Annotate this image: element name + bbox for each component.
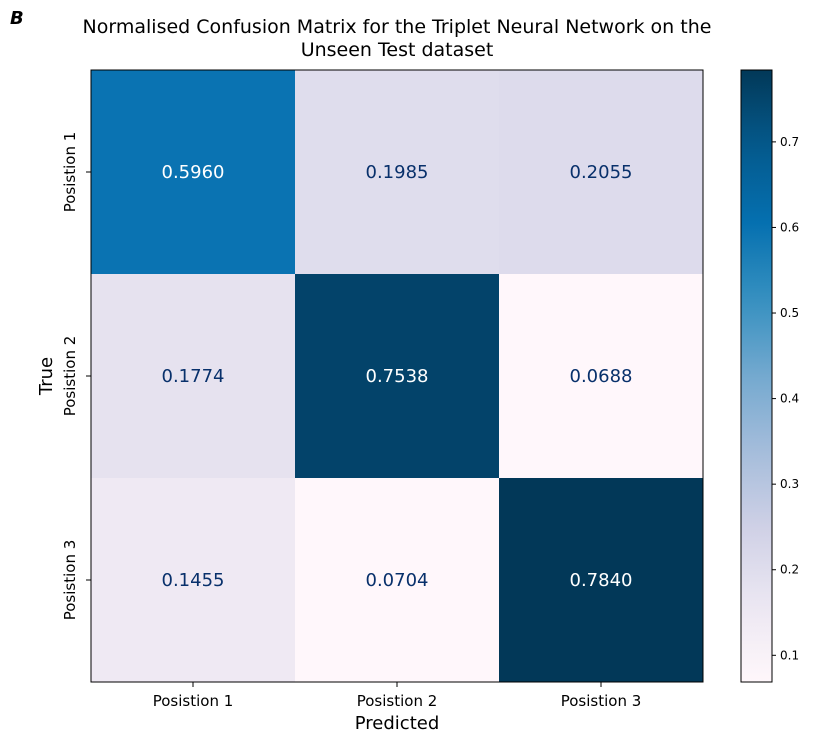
cell-value-label-r1-c2: 0.1985: [366, 162, 429, 183]
y-axis-label: True: [36, 357, 57, 396]
colorbar-tick-label-3: 0.3: [780, 477, 799, 491]
heatmap-cell-r2-c3: [499, 274, 704, 479]
x-tick-label-2: Posistion 2: [357, 692, 438, 710]
heatmap-cell-r1-c2: [295, 70, 500, 275]
colorbar-tick-label-7: 0.7: [780, 135, 799, 149]
y-tick-label-2: Posistion 2: [61, 336, 79, 417]
chart-title-line-2: Unseen Test dataset: [301, 39, 494, 61]
x-tick-label-1: Posistion 1: [153, 692, 234, 710]
cell-value-label-r2-c2: 0.7538: [366, 366, 429, 387]
cell-value-label-r2-c3: 0.0688: [570, 366, 633, 387]
y-tick-label-3: Posistion 3: [61, 540, 79, 621]
cell-value-label-r1-c3: 0.2055: [570, 162, 633, 183]
heatmap-cell-r3-c2: [295, 478, 500, 683]
cell-value-label-r3-c2: 0.0704: [366, 570, 429, 591]
heatmap-cell-r2-c1: [91, 274, 296, 479]
cell-value-label-r2-c1: 0.1774: [162, 366, 225, 387]
x-tick-label-3: Posistion 3: [561, 692, 642, 710]
x-axis-label: Predicted: [355, 713, 440, 734]
colorbar-tick-label-4: 0.4: [780, 392, 799, 406]
x-axis-ticks: Posistion 1 Posistion 2 Posistion 3: [153, 682, 642, 710]
heatmap-cells: 0.5960 0.1985 0.2055 0.1774 0.7538 0.0688 0.14…: [91, 70, 704, 683]
cell-value-label-r3-c3: 0.7840: [570, 570, 633, 591]
cell-value-label-r3-c1: 0.1455: [162, 570, 225, 591]
colorbar-tick-label-5: 0.5: [780, 306, 799, 320]
colorbar-tick-label-1: 0.1: [780, 648, 799, 662]
chart-title-line-1: Normalised Confusion Matrix for the Trip…: [83, 16, 712, 38]
heatmap-cell-r1-c3: [499, 70, 704, 275]
panel-letter: B: [10, 8, 24, 29]
heatmap-cell-r2-c2: [295, 274, 500, 479]
y-axis-ticks: Posistion 1 Posistion 2 Posistion 3: [61, 132, 91, 621]
colorbar-tick-label-2: 0.2: [780, 563, 799, 577]
colorbar-gradient: [740, 69, 773, 683]
cell-value-label-r1-c1: 0.5960: [162, 162, 225, 183]
colorbar: 0.1 0.2 0.3 0.4 0.5 0.6 0.7: [740, 69, 799, 683]
heatmap-cell-r3-c1: [91, 478, 296, 683]
heatmap-cell-r1-c1: [91, 70, 296, 275]
colorbar-tick-label-6: 0.6: [780, 220, 799, 234]
heatmap-cell-r3-c3: [499, 478, 704, 683]
y-tick-label-1: Posistion 1: [61, 132, 79, 213]
